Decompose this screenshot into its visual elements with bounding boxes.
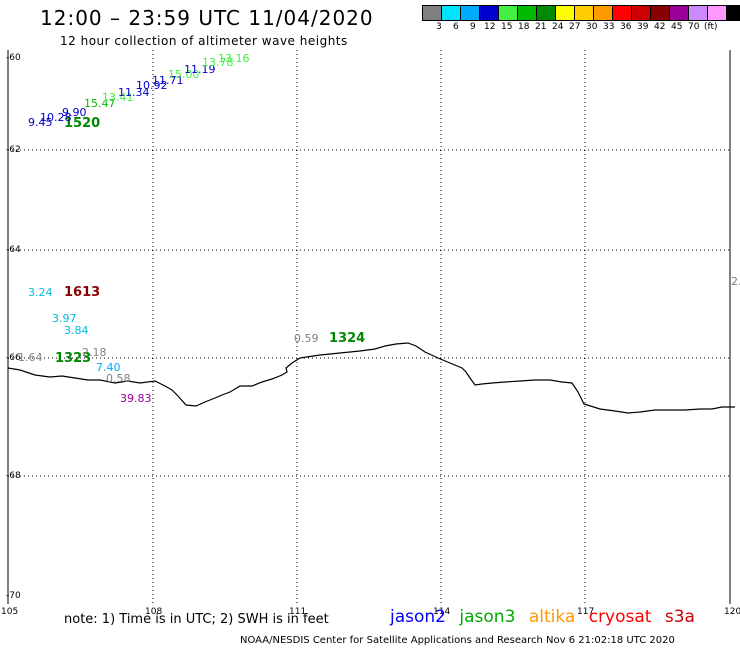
legend-label: 12: [484, 22, 496, 32]
legend-label: 24: [552, 22, 564, 32]
pass-time-label: 1323: [55, 351, 91, 366]
legend-labels: 3 6 9 12 15 18 21 24 27 30 33 36 39 42 4…: [422, 22, 740, 34]
wave-height-label: 13.78: [202, 56, 234, 69]
y-tick-label: -60: [6, 53, 21, 63]
wave-height-label: 9.45: [28, 116, 53, 129]
grid-lines: [8, 50, 730, 604]
pass-time-label: 1520: [64, 116, 100, 131]
wave-height-label: 3.84: [64, 324, 89, 337]
satellite-name: s3a: [664, 607, 695, 627]
legend-label: 27: [569, 22, 581, 32]
legend-label: 70: [688, 22, 700, 32]
y-tick-label: -64: [6, 245, 21, 255]
y-tick-label: -66: [6, 353, 21, 363]
legend-label: 9: [470, 22, 476, 32]
wave-height-label: 13.41: [102, 91, 134, 104]
y-tick-label: -70: [6, 591, 21, 601]
satellite-name: jason3: [459, 607, 516, 627]
legend-label: 36: [620, 22, 632, 32]
map-subtitle: 12 hour collection of altimeter wave hei…: [60, 34, 348, 48]
x-tick-label: 120: [724, 607, 740, 617]
wave-height-label: 7.40: [96, 361, 121, 374]
x-tick-label: 111: [289, 607, 306, 617]
legend-swatch: [631, 5, 651, 21]
wave-height-label: 15.00: [168, 68, 200, 81]
legend-swatch: [441, 5, 461, 21]
wave-height-label: 39.83: [120, 392, 152, 405]
legend-swatch: [422, 5, 442, 21]
wave-height-label: 3.97: [52, 312, 77, 325]
legend-swatch: [669, 5, 689, 21]
wave-height-label: 11.19: [184, 63, 216, 76]
legend-label: 42: [654, 22, 666, 32]
legend-swatch: [650, 5, 670, 21]
satellite-name: altika: [528, 607, 576, 627]
legend-unit: (ft): [704, 22, 718, 32]
wave-height-label: 3.24: [28, 286, 53, 299]
y-tick-label: -68: [6, 471, 21, 481]
wave-height-label: 10.92: [136, 79, 168, 92]
wave-height-label: 11.71: [152, 74, 184, 87]
pass-time-label: 1324: [329, 331, 365, 346]
x-tick-label: 114: [433, 607, 450, 617]
note-text: note: 1) Time is in UTC; 2) SWH is in fe…: [64, 612, 329, 627]
color-legend: [422, 5, 740, 21]
legend-swatch: [688, 5, 708, 21]
wave-height-label: 0.59: [294, 332, 319, 345]
legend-label: 6: [453, 22, 459, 32]
legend-label: 39: [637, 22, 649, 32]
legend-swatch: [593, 5, 613, 21]
wave-height-label: 15.47: [84, 97, 116, 110]
wave-height-label: 2.18: [82, 346, 107, 359]
legend-swatch: [517, 5, 537, 21]
legend-swatch: [726, 5, 740, 21]
legend-swatch: [612, 5, 632, 21]
map-title: 12:00 – 23:59 UTC 11/04/2020: [40, 6, 374, 30]
satellite-legend: jason2 jason3 altika cryosat s3a: [390, 607, 703, 627]
wave-height-label: 11.34: [118, 86, 150, 99]
wave-height-label: 10.28: [40, 111, 72, 124]
legend-label: 30: [586, 22, 598, 32]
legend-label: 3: [436, 22, 442, 32]
satellite-name: jason2: [390, 607, 446, 627]
legend-swatch: [536, 5, 556, 21]
legend-label: 21: [535, 22, 547, 32]
legend-swatch: [498, 5, 518, 21]
wave-height-label: 2.: [731, 275, 740, 288]
legend-label: 33: [603, 22, 615, 32]
legend-label: 45: [671, 22, 683, 32]
legend-label: 18: [518, 22, 530, 32]
legend-swatch: [555, 5, 575, 21]
legend-swatch: [707, 5, 727, 21]
legend-swatch: [479, 5, 499, 21]
x-tick-label: 117: [577, 607, 594, 617]
wave-height-label: 13.16: [218, 52, 250, 65]
pass-time-label: 1613: [64, 285, 100, 300]
legend-swatch: [574, 5, 594, 21]
legend-swatch: [460, 5, 480, 21]
coastline: [7, 342, 735, 414]
wave-height-label: 1.64: [18, 351, 43, 364]
x-tick-label: 105: [1, 607, 18, 617]
wave-height-label: 9.90: [62, 106, 87, 119]
x-tick-label: 108: [145, 607, 162, 617]
satellite-name: cryosat: [588, 607, 652, 627]
legend-label: 15: [501, 22, 513, 32]
wave-height-label: 0.58: [106, 372, 131, 385]
footer-credit: NOAA/NESDIS Center for Satellite Applica…: [240, 635, 675, 646]
y-tick-label: -62: [6, 145, 21, 155]
